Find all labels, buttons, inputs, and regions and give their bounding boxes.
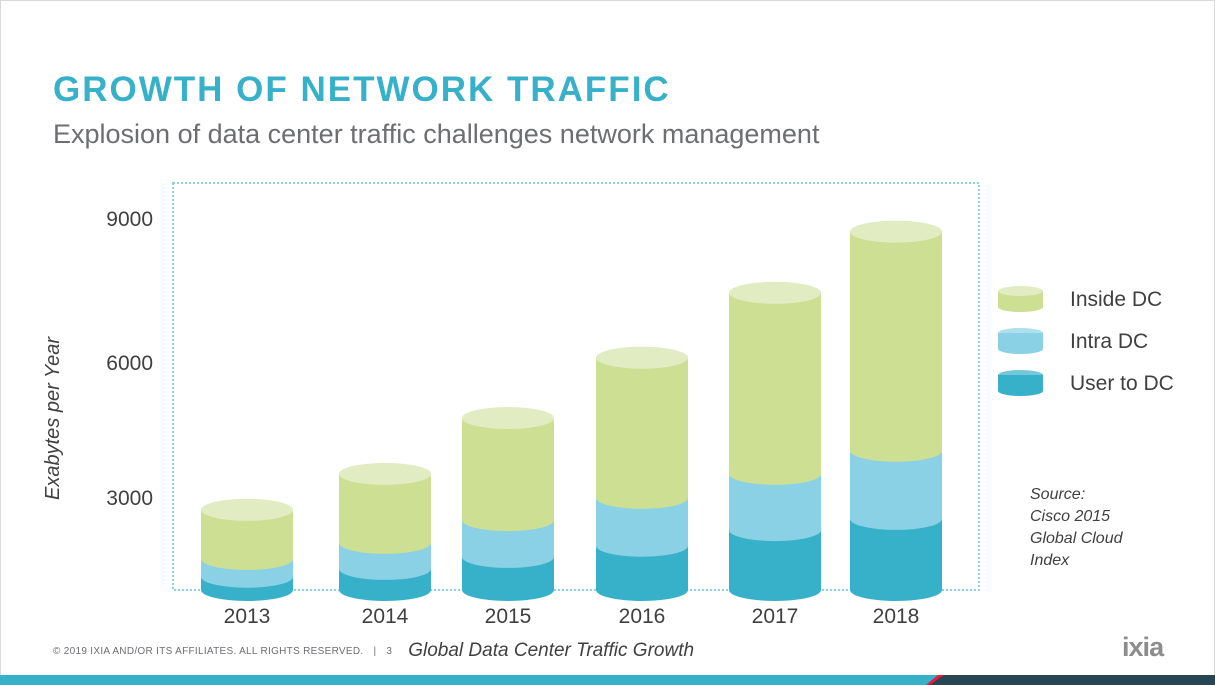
slide-subtitle: Explosion of data center traffic challen… xyxy=(53,119,820,149)
legend-item-user-to-dc: User to DC xyxy=(998,370,1174,396)
cylinder-top xyxy=(201,498,293,521)
bar-segment-inside-dc xyxy=(596,346,688,509)
bar-segment-inside-dc xyxy=(850,220,942,462)
bar-segment-user-to-dc xyxy=(729,530,821,601)
bar-segment-intra-dc xyxy=(729,473,821,542)
bar-group-2016 xyxy=(596,346,688,601)
bar-segment-inside-dc xyxy=(201,498,293,570)
legend: Inside DC Intra DC User to DC xyxy=(998,286,1174,396)
y-tick-label: 9000 xyxy=(106,208,153,231)
x-tick-label: 2016 xyxy=(619,605,666,628)
legend-item-intra-dc: Intra DC xyxy=(998,328,1148,354)
source-line: Index xyxy=(1030,552,1070,569)
cylinder-top xyxy=(850,220,942,243)
source-line: Cisco 2015 xyxy=(1030,508,1111,525)
chart-caption: Global Data Center Traffic Growth xyxy=(408,640,695,661)
cylinder-top xyxy=(339,462,431,485)
footer: © 2019 IXIA AND/OR ITS AFFILIATES. ALL R… xyxy=(53,640,694,662)
bar-segment-inside-dc xyxy=(729,281,821,485)
x-tick-label: 2017 xyxy=(752,605,799,628)
x-tick-label: 2014 xyxy=(362,605,409,628)
x-tick-label: 2015 xyxy=(485,605,532,628)
bar-group-2013 xyxy=(201,498,293,601)
y-tick-label: 6000 xyxy=(106,352,153,375)
page-number: 3 xyxy=(386,645,393,657)
bar-segment-inside-dc xyxy=(462,407,554,532)
y-tick-label: 3000 xyxy=(106,487,153,510)
bar-segment-inside-dc xyxy=(339,462,431,554)
y-tick-labels: 3000 6000 9000 xyxy=(106,208,153,510)
source-line: Source: xyxy=(1030,486,1086,503)
cylinder-top xyxy=(462,407,554,430)
bar-segment-intra-dc xyxy=(850,450,942,530)
legend-label: Intra DC xyxy=(1070,330,1148,353)
copyright: © 2019 IXIA AND/OR ITS AFFILIATES. ALL R… xyxy=(53,645,364,657)
bar-segment-user-to-dc xyxy=(850,518,942,601)
legend-label: Inside DC xyxy=(1070,288,1162,311)
cylinder-top xyxy=(729,281,821,304)
x-tick-label: 2013 xyxy=(224,605,271,628)
footer-separator: | xyxy=(373,645,377,657)
bar-group-2017 xyxy=(729,281,821,601)
legend-item-inside-dc: Inside DC xyxy=(998,286,1162,312)
x-tick-labels: 2013 2014 2015 2016 2017 2018 xyxy=(224,605,920,628)
bar-group-2018 xyxy=(850,220,942,601)
bars xyxy=(201,220,942,601)
footer-stripe-dark xyxy=(930,675,1215,685)
source-note: Source: Cisco 2015 Global Cloud Index xyxy=(1030,484,1160,572)
plot-area-border xyxy=(172,182,980,591)
bar-group-2014 xyxy=(339,462,431,601)
x-tick-label: 2018 xyxy=(873,605,920,628)
source-line: Global Cloud xyxy=(1030,530,1123,547)
footer-stripe-teal xyxy=(0,675,940,685)
y-axis-label: Exabytes per Year xyxy=(42,336,64,500)
bar-group-2015 xyxy=(462,407,554,601)
slide-title: GROWTH OF NETWORK TRAFFIC xyxy=(53,70,671,109)
footer-stripe-red xyxy=(926,675,946,685)
ixia-logo: ixia xyxy=(1122,632,1164,662)
legend-label: User to DC xyxy=(1070,372,1174,395)
cylinder-top xyxy=(596,346,688,369)
